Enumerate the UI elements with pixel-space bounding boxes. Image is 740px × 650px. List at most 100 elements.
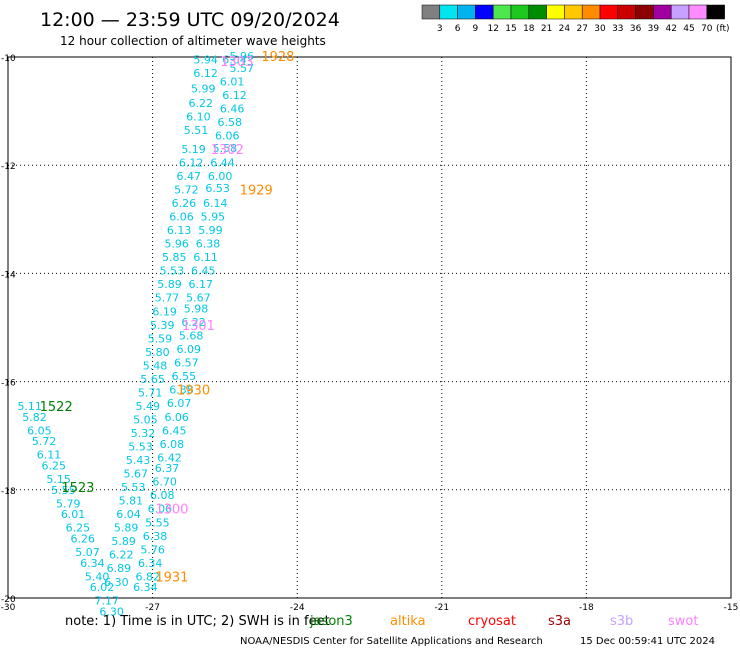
wave-height-label: 6.25 [42, 459, 67, 472]
wave-height-label: 5.82 [22, 411, 47, 424]
wave-height-label: 5.53 [121, 481, 146, 494]
color-scale-label: 27 [576, 24, 587, 34]
wave-height-label: 6.17 [189, 278, 214, 291]
wave-height-label: 5.05 [133, 413, 158, 426]
wave-height-label: 5.80 [145, 346, 170, 359]
x-tick-label: -15 [724, 603, 739, 613]
color-swatch [635, 4, 654, 20]
wave-height-label: 5.77 [155, 292, 180, 305]
wave-height-label: 6.07 [167, 397, 192, 410]
wave-height-label: 5.68 [179, 330, 204, 343]
wave-height-label: 5.72 [174, 184, 199, 197]
wave-height-label: 5.32 [131, 427, 156, 440]
pass-label: 1300 [155, 503, 188, 518]
wave-height-label: 6.34 [80, 557, 105, 570]
chart-subtitle: 12 hour collection of altimeter wave hei… [60, 34, 326, 48]
color-swatch [688, 4, 708, 20]
wave-height-label: 7.17 [95, 595, 120, 608]
color-scale-label: 15 [505, 24, 516, 34]
wave-height-label: 5.71 [138, 386, 163, 399]
color-swatch [670, 4, 690, 20]
wave-height-label: 6.05 [27, 424, 52, 437]
wave-height-label: 6.12 [222, 89, 247, 102]
wave-height-label: 6.38 [143, 530, 168, 543]
color-scale-unit: (ft) [716, 24, 730, 34]
y-tick-label: -16 [1, 379, 16, 389]
color-swatch [617, 4, 636, 20]
wave-height-label: 5.79 [56, 497, 81, 510]
wave-height-label: 6.02 [90, 581, 115, 594]
wave-height-label: 5.67 [186, 292, 211, 305]
wave-height-label: 6.04 [116, 508, 141, 521]
wave-height-label: 5.98 [184, 303, 209, 316]
footer-timestamp: 15 Dec 00:59:41 UTC 2024 [580, 636, 715, 647]
pass-label: 1302 [211, 143, 244, 158]
pass-label: 1930 [177, 384, 210, 399]
wave-height-label: 6.09 [177, 343, 202, 356]
wave-height-label: 6.04 [222, 54, 247, 67]
wave-height-label: 6.12 [179, 156, 204, 169]
y-tick-label: -14 [1, 270, 16, 280]
plot-area: -30 -27 -24 -21 -18 -15 -10 -12 -14 -16 -18 -20 5.94… [1, 50, 739, 619]
wave-height-label: 6.12 [193, 67, 218, 80]
wave-height-label: 5.19 [181, 143, 206, 156]
wave-height-label: 6.08 [160, 438, 185, 451]
wave-height-label: 6.47 [177, 170, 202, 183]
wave-height-label: 5.94 [193, 54, 218, 67]
wave-height-label: 6.25 [66, 522, 91, 535]
color-scale-label: 70 [701, 24, 713, 34]
color-swatch [546, 4, 565, 20]
color-swatch [581, 4, 601, 20]
wave-height-label: 6.38 [196, 238, 221, 251]
color-scale-label: 33 [612, 24, 623, 34]
wave-height-label: 5.65 [140, 373, 165, 386]
wave-height-label: 5.96 [164, 238, 189, 251]
wave-height-label: 6.00 [208, 170, 233, 183]
wave-height-label: 6.46 [220, 102, 245, 115]
wave-height-label: 5.51 [184, 124, 209, 137]
wave-height-label: 6.30 [99, 606, 124, 619]
wave-height-label: 6.06 [164, 411, 189, 424]
y-tick-label: -12 [1, 162, 16, 172]
wave-height-label: 6.44 [210, 156, 235, 169]
wave-height-label: 6.13 [167, 224, 192, 237]
wave-height-label: 5.53 [128, 441, 153, 454]
x-tick-label: -27 [145, 603, 160, 613]
x-tick-label: -24 [290, 603, 305, 613]
color-scale-label: 42 [665, 24, 676, 34]
pass-label: 1301 [182, 319, 215, 334]
wave-height-label: 6.30 [104, 576, 129, 589]
color-swatch [653, 4, 672, 20]
chart-title: 12:00 — 23:59 UTC 09/20/2024 [40, 9, 340, 31]
wave-height-label: 5.89 [157, 278, 182, 291]
wave-height-label: 6.82 [136, 570, 161, 583]
wave-height-label: 6.11 [37, 449, 62, 462]
wave-height-label: 5.81 [119, 495, 144, 508]
wave-height-label: 5.58 [213, 142, 238, 155]
pass-label: 1303 [220, 55, 253, 70]
color-swatch [706, 4, 725, 20]
footer-credit: NOAA/NESDIS Center for Satellite Applica… [240, 636, 543, 647]
color-scale-label: 12 [487, 24, 498, 34]
color-scale-label: 30 [594, 24, 606, 34]
color-swatch [510, 4, 530, 20]
color-scale-label: 9 [473, 24, 479, 34]
wave-height-label: 6.34 [138, 557, 163, 570]
wave-height-label: 5.11 [17, 400, 42, 413]
wave-height-label: 5.72 [32, 435, 57, 448]
wave-height-label: 6.57 [174, 357, 199, 370]
color-swatch [421, 4, 441, 20]
wave-height-label: 6.42 [157, 451, 182, 464]
wave-height-label: 5.48 [143, 359, 168, 372]
wave-height-label: 6.26 [172, 197, 197, 210]
wave-height-label: 6.55 [172, 370, 197, 383]
pass-label: 1523 [61, 481, 94, 496]
wave-height-label: 5.43 [126, 454, 151, 467]
color-swatch [564, 4, 583, 20]
wave-height-label: 5.39 [150, 319, 175, 332]
wave-height-label: 5.67 [123, 468, 148, 481]
color-swatch [599, 4, 619, 20]
wave-height-label: 5.85 [162, 251, 187, 264]
color-swatch [528, 4, 547, 20]
wave-height-label: 5.15 [46, 473, 71, 486]
